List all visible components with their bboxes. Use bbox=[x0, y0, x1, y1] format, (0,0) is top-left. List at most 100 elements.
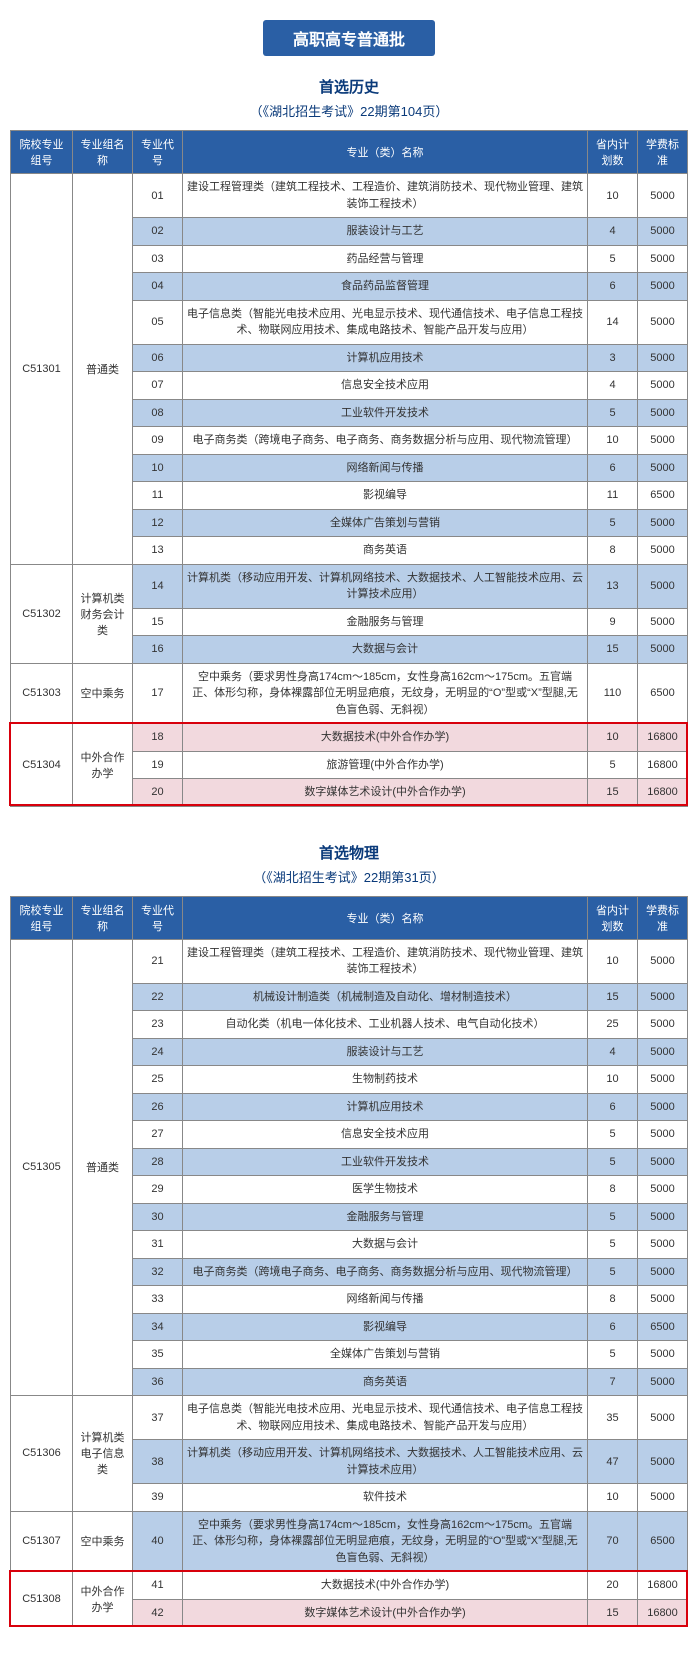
table-header-cell: 省内计划数 bbox=[588, 896, 638, 939]
major-cell: 影视编导 bbox=[183, 482, 588, 510]
code-cell: 42 bbox=[133, 1599, 183, 1627]
plan-cell: 13 bbox=[588, 564, 638, 608]
plan-cell: 6 bbox=[588, 454, 638, 482]
table-header-cell: 学费标准 bbox=[638, 896, 688, 939]
section-subtitle: （《湖北招生考试》22期第31页） bbox=[10, 867, 688, 886]
major-cell: 计算机类（移动应用开发、计算机网络技术、大数据技术、人工智能技术应用、云计算技术… bbox=[183, 1440, 588, 1484]
group-name-cell: 计算机类 电子信息类 bbox=[73, 1396, 133, 1512]
group-name-cell: 空中乘务 bbox=[73, 1511, 133, 1572]
code-cell: 03 bbox=[133, 245, 183, 273]
plan-cell: 10 bbox=[588, 174, 638, 218]
plan-cell: 4 bbox=[588, 218, 638, 246]
code-cell: 21 bbox=[133, 939, 183, 983]
fee-cell: 5000 bbox=[638, 1231, 688, 1259]
code-cell: 01 bbox=[133, 174, 183, 218]
group-id-cell: C51304 bbox=[11, 724, 73, 807]
group-id-cell: C51302 bbox=[11, 564, 73, 663]
plan-cell: 5 bbox=[588, 1121, 638, 1149]
group-name-cell: 空中乘务 bbox=[73, 663, 133, 724]
plan-cell: 10 bbox=[588, 1484, 638, 1512]
major-cell: 计算机应用技术 bbox=[183, 344, 588, 372]
code-cell: 37 bbox=[133, 1396, 183, 1440]
fee-cell: 6500 bbox=[638, 482, 688, 510]
group-name-cell: 普通类 bbox=[73, 174, 133, 565]
fee-cell: 5000 bbox=[638, 1396, 688, 1440]
major-cell: 商务英语 bbox=[183, 537, 588, 565]
major-cell: 服装设计与工艺 bbox=[183, 1038, 588, 1066]
plan-cell: 15 bbox=[588, 636, 638, 664]
table-header-cell: 专业（类）名称 bbox=[183, 131, 588, 174]
code-cell: 14 bbox=[133, 564, 183, 608]
fee-cell: 5000 bbox=[638, 939, 688, 983]
major-cell: 大数据与会计 bbox=[183, 1231, 588, 1259]
table-row: C51301普通类01建设工程管理类（建筑工程技术、工程造价、建筑消防技术、现代… bbox=[11, 174, 688, 218]
fee-cell: 5000 bbox=[638, 273, 688, 301]
fee-cell: 5000 bbox=[638, 983, 688, 1011]
table-wrap: 院校专业组号专业组名称专业代号专业（类）名称省内计划数学费标准C51305普通类… bbox=[10, 896, 688, 1628]
group-name-cell: 中外合作办学 bbox=[73, 724, 133, 807]
major-cell: 建设工程管理类（建筑工程技术、工程造价、建筑消防技术、现代物业管理、建筑装饰工程… bbox=[183, 174, 588, 218]
major-cell: 数字媒体艺术设计(中外合作办学) bbox=[183, 779, 588, 807]
fee-cell: 5000 bbox=[638, 372, 688, 400]
major-cell: 金融服务与管理 bbox=[183, 1203, 588, 1231]
table-row: C51306计算机类 电子信息类37电子信息类（智能光电技术应用、光电显示技术、… bbox=[11, 1396, 688, 1440]
group-name-cell: 中外合作办学 bbox=[73, 1572, 133, 1627]
group-id-cell: C51303 bbox=[11, 663, 73, 724]
fee-cell: 16800 bbox=[638, 779, 688, 807]
code-cell: 29 bbox=[133, 1176, 183, 1204]
major-cell: 计算机类（移动应用开发、计算机网络技术、大数据技术、人工智能技术应用、云计算技术… bbox=[183, 564, 588, 608]
plan-cell: 5 bbox=[588, 1231, 638, 1259]
fee-cell: 6500 bbox=[638, 1511, 688, 1572]
code-cell: 33 bbox=[133, 1286, 183, 1314]
fee-cell: 5000 bbox=[638, 1176, 688, 1204]
code-cell: 20 bbox=[133, 779, 183, 807]
fee-cell: 5000 bbox=[638, 245, 688, 273]
section-title: 首选历史 bbox=[10, 76, 688, 97]
code-cell: 40 bbox=[133, 1511, 183, 1572]
group-name-cell: 计算机类 财务会计类 bbox=[73, 564, 133, 663]
fee-cell: 5000 bbox=[638, 218, 688, 246]
code-cell: 28 bbox=[133, 1148, 183, 1176]
plan-cell: 8 bbox=[588, 1286, 638, 1314]
major-cell: 空中乘务（要求男性身高174cm～185cm，女性身高162cm～175cm。五… bbox=[183, 1511, 588, 1572]
major-cell: 网络新闻与传播 bbox=[183, 1286, 588, 1314]
fee-cell: 5000 bbox=[638, 608, 688, 636]
major-cell: 自动化类（机电一体化技术、工业机器人技术、电气自动化技术） bbox=[183, 1011, 588, 1039]
code-cell: 25 bbox=[133, 1066, 183, 1094]
major-cell: 商务英语 bbox=[183, 1368, 588, 1396]
code-cell: 02 bbox=[133, 218, 183, 246]
group-id-cell: C51308 bbox=[11, 1572, 73, 1627]
table-row: C51304中外合作办学18大数据技术(中外合作办学)1016800 bbox=[11, 724, 688, 752]
major-cell: 生物制药技术 bbox=[183, 1066, 588, 1094]
fee-cell: 16800 bbox=[638, 751, 688, 779]
fee-cell: 5000 bbox=[638, 509, 688, 537]
fee-cell: 5000 bbox=[638, 1148, 688, 1176]
plan-cell: 35 bbox=[588, 1396, 638, 1440]
code-cell: 24 bbox=[133, 1038, 183, 1066]
code-cell: 13 bbox=[133, 537, 183, 565]
code-cell: 31 bbox=[133, 1231, 183, 1259]
major-cell: 信息安全技术应用 bbox=[183, 1121, 588, 1149]
code-cell: 26 bbox=[133, 1093, 183, 1121]
fee-cell: 5000 bbox=[638, 1368, 688, 1396]
major-cell: 全媒体广告策划与营销 bbox=[183, 1341, 588, 1369]
group-id-cell: C51306 bbox=[11, 1396, 73, 1512]
fee-cell: 5000 bbox=[638, 1203, 688, 1231]
plan-cell: 5 bbox=[588, 1148, 638, 1176]
major-cell: 建设工程管理类（建筑工程技术、工程造价、建筑消防技术、现代物业管理、建筑装饰工程… bbox=[183, 939, 588, 983]
plan-cell: 47 bbox=[588, 1440, 638, 1484]
major-cell: 工业软件开发技术 bbox=[183, 1148, 588, 1176]
code-cell: 11 bbox=[133, 482, 183, 510]
code-cell: 41 bbox=[133, 1572, 183, 1600]
plan-cell: 4 bbox=[588, 372, 638, 400]
major-cell: 计算机应用技术 bbox=[183, 1093, 588, 1121]
plan-cell: 5 bbox=[588, 1258, 638, 1286]
section-subtitle: （《湖北招生考试》22期第104页） bbox=[10, 101, 688, 120]
major-cell: 影视编导 bbox=[183, 1313, 588, 1341]
table-header-cell: 专业组名称 bbox=[73, 131, 133, 174]
plan-cell: 6 bbox=[588, 1093, 638, 1121]
plan-cell: 6 bbox=[588, 1313, 638, 1341]
table-header-cell: 专业组名称 bbox=[73, 896, 133, 939]
table-header-cell: 专业代号 bbox=[133, 896, 183, 939]
code-cell: 08 bbox=[133, 399, 183, 427]
